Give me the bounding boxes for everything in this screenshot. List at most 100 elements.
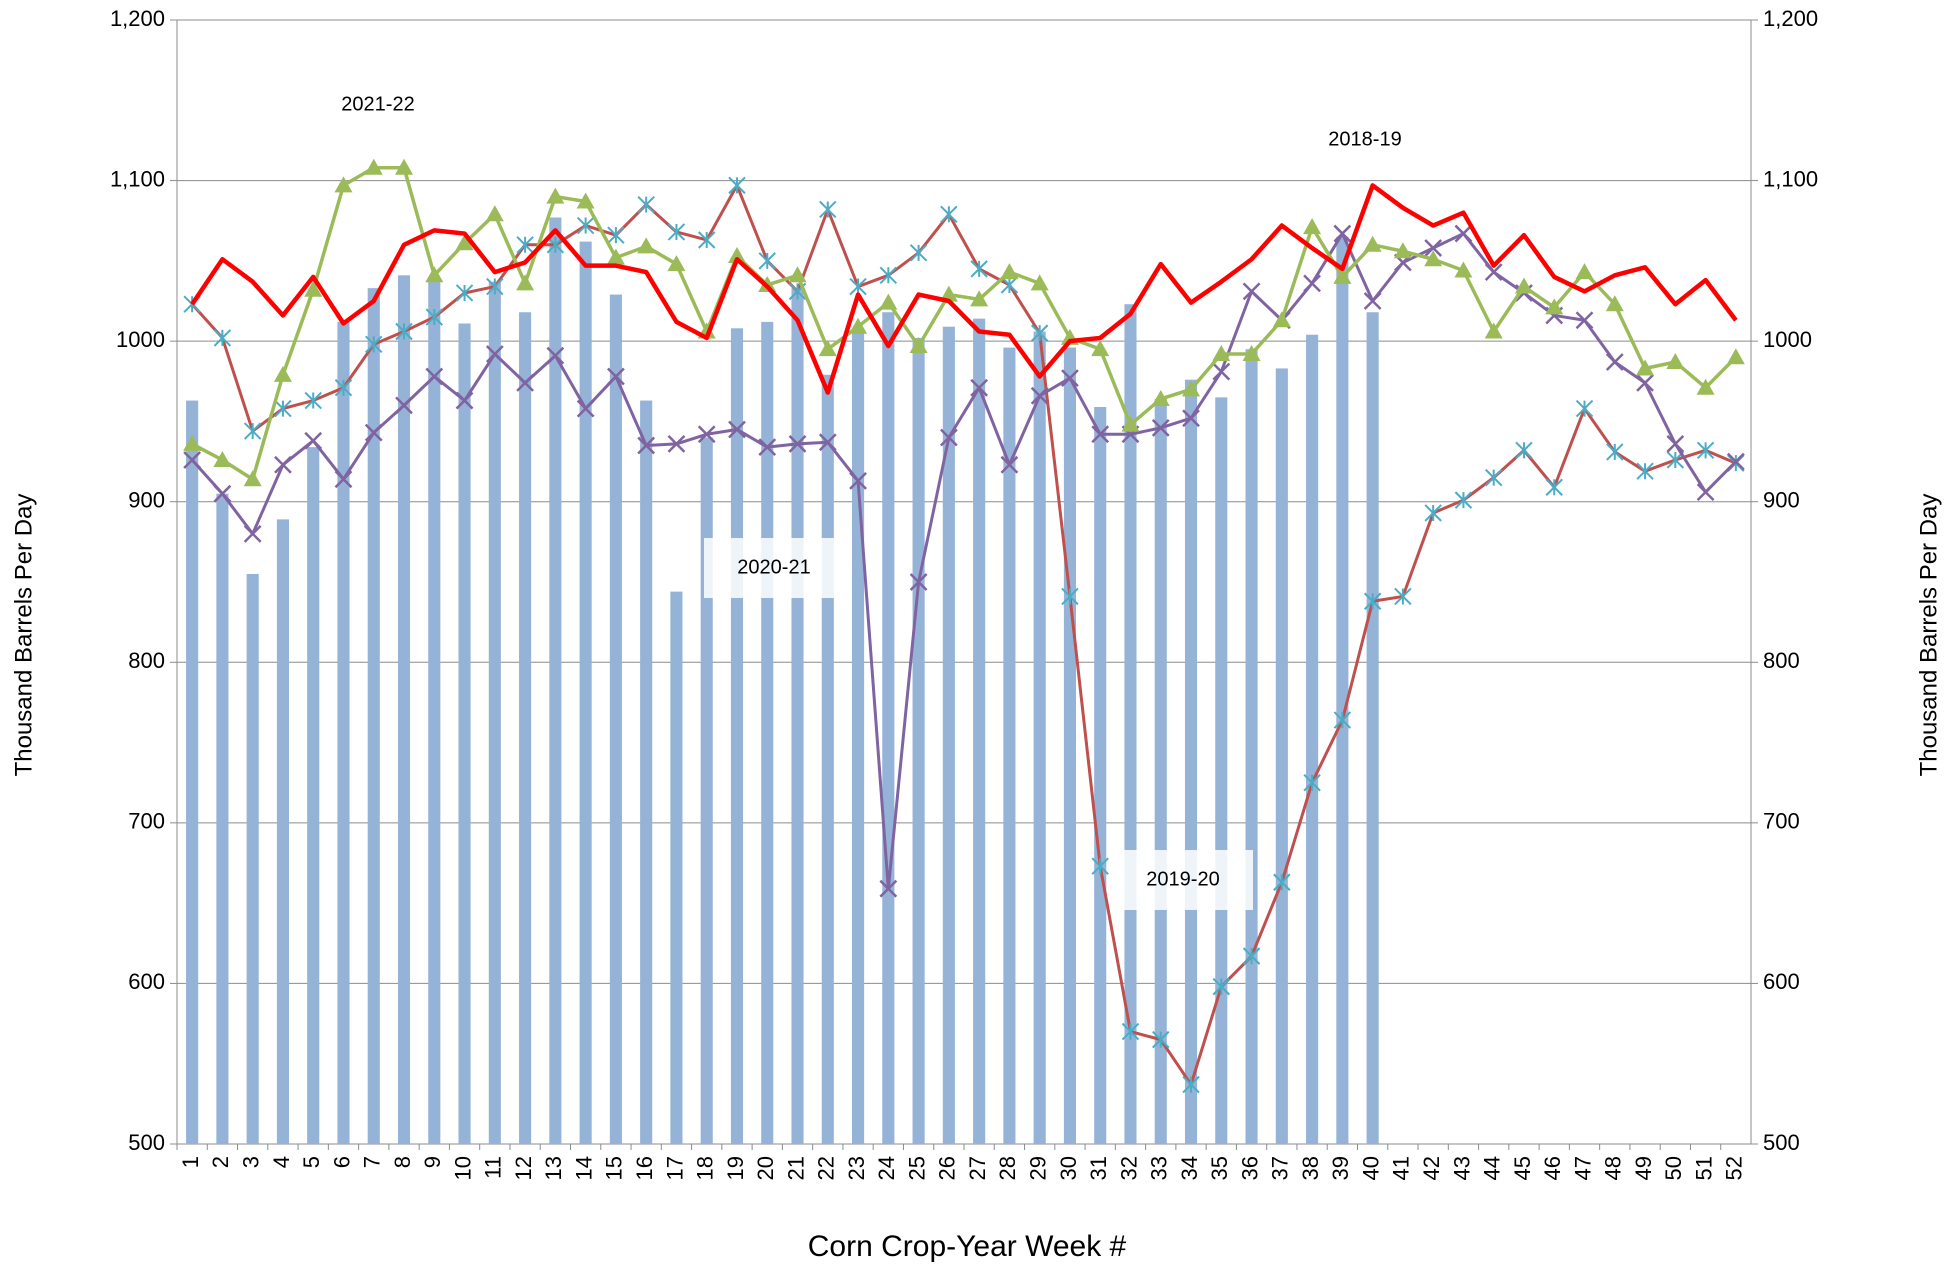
marker xyxy=(1121,1022,1140,1041)
x-tick-label: 24 xyxy=(874,1156,899,1180)
marker xyxy=(849,277,867,296)
x-tick-label: 44 xyxy=(1480,1156,1505,1180)
x-tick-label: 1 xyxy=(178,1156,203,1168)
bar xyxy=(367,288,380,1144)
bar xyxy=(246,573,259,1144)
marker xyxy=(486,277,504,296)
marker xyxy=(425,367,444,386)
marker xyxy=(788,435,807,453)
marker xyxy=(1303,774,1321,792)
bar xyxy=(579,241,592,1145)
marker xyxy=(304,431,323,450)
marker xyxy=(758,252,776,270)
bar xyxy=(1366,312,1379,1144)
marker xyxy=(1393,242,1412,259)
y2-tick-label: 1,200 xyxy=(1763,6,1818,31)
bar xyxy=(1275,368,1288,1144)
marker xyxy=(939,285,958,302)
bar xyxy=(549,217,562,1144)
marker xyxy=(698,231,716,249)
marker xyxy=(485,205,504,222)
marker xyxy=(1606,443,1624,461)
marker xyxy=(909,573,928,591)
x-tick-label: 15 xyxy=(602,1156,627,1180)
bar xyxy=(852,331,865,1145)
bar xyxy=(973,318,986,1145)
marker xyxy=(183,434,202,451)
marker xyxy=(1303,274,1321,293)
bar xyxy=(428,276,441,1144)
y2-tick-label: 1,100 xyxy=(1763,166,1818,191)
marker xyxy=(1696,441,1715,460)
line xyxy=(191,165,1738,481)
marker xyxy=(1242,344,1261,361)
x-tick-label: 34 xyxy=(1177,1156,1202,1180)
y2-tick-label: 900 xyxy=(1763,488,1800,513)
marker xyxy=(1363,292,1382,310)
marker xyxy=(304,280,323,297)
marker xyxy=(1696,378,1715,395)
bar xyxy=(1215,397,1228,1144)
bar xyxy=(1094,406,1107,1144)
marker xyxy=(1242,282,1261,301)
marker xyxy=(1514,277,1533,294)
marker xyxy=(1363,235,1382,252)
bar xyxy=(942,326,955,1145)
x-tick-label: 41 xyxy=(1389,1156,1414,1180)
marker xyxy=(667,435,686,453)
x-tick-label: 52 xyxy=(1722,1156,1747,1180)
marker xyxy=(1515,441,1533,460)
marker xyxy=(243,470,262,487)
marker xyxy=(727,247,746,264)
x-tick-label: 18 xyxy=(693,1156,718,1180)
marker xyxy=(455,284,474,302)
marker xyxy=(697,425,716,444)
marker xyxy=(667,223,686,241)
marker xyxy=(1272,311,1291,328)
bar xyxy=(821,374,834,1144)
annotation-box xyxy=(1113,850,1253,910)
bar xyxy=(307,447,320,1144)
marker xyxy=(1454,261,1473,278)
marker xyxy=(1000,276,1019,294)
x-tick-label: 28 xyxy=(995,1156,1020,1180)
marker xyxy=(637,237,656,254)
x-tick-label: 49 xyxy=(1631,1156,1656,1180)
line xyxy=(191,232,1737,891)
x-tick-label: 47 xyxy=(1570,1156,1595,1180)
marker xyxy=(1152,1030,1170,1049)
x-tick-label: 9 xyxy=(420,1156,445,1168)
x-tick-label: 46 xyxy=(1540,1156,1565,1180)
x-tick-label: 51 xyxy=(1691,1156,1716,1180)
annotation-box xyxy=(704,538,844,598)
marker xyxy=(576,399,595,418)
marker xyxy=(607,226,625,244)
marker xyxy=(788,266,807,283)
bar xyxy=(1154,398,1167,1144)
bar xyxy=(700,437,713,1144)
x-tick-label: 16 xyxy=(632,1156,657,1180)
bar xyxy=(276,519,289,1144)
marker xyxy=(1182,1075,1200,1094)
marker xyxy=(637,436,656,455)
marker xyxy=(1636,374,1654,392)
marker xyxy=(637,195,655,214)
marker xyxy=(304,391,322,410)
marker xyxy=(818,433,837,452)
marker xyxy=(213,450,232,467)
x-tick-label: 7 xyxy=(360,1156,385,1168)
line xyxy=(191,183,1737,1087)
marker xyxy=(274,455,292,474)
bar xyxy=(882,312,895,1144)
marker xyxy=(334,379,353,397)
bar xyxy=(609,294,622,1144)
x-tick-label: 19 xyxy=(723,1156,748,1180)
x-tick-label: 36 xyxy=(1237,1156,1262,1180)
marker xyxy=(606,248,625,265)
marker xyxy=(909,336,928,353)
marker xyxy=(1333,224,1352,243)
marker xyxy=(1545,478,1563,496)
bar xyxy=(761,321,774,1145)
marker xyxy=(243,524,262,543)
marker xyxy=(395,158,414,175)
